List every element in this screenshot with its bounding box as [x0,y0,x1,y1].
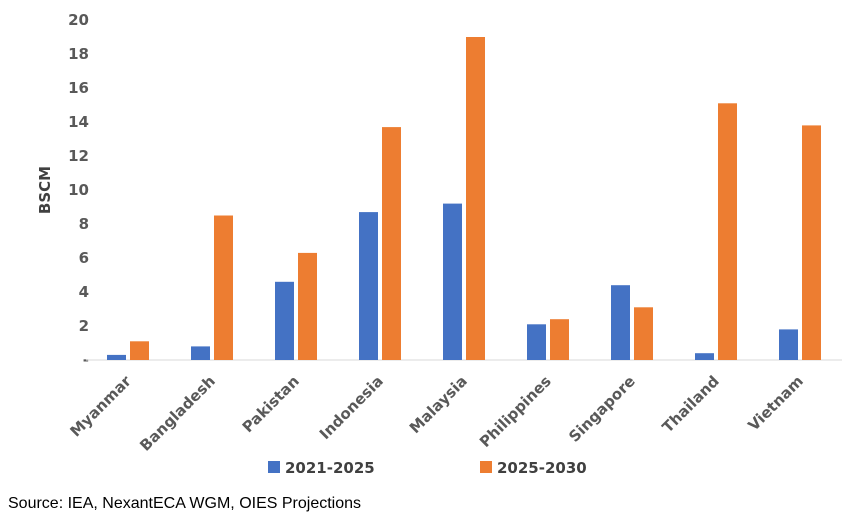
y-tick-label: 14 [68,113,89,131]
x-tick-label: Bangladesh [136,372,219,455]
legend-label: 2021-2025 [285,459,375,477]
bars [107,37,821,361]
bar-2025-2030-Vietnam [802,125,821,361]
legend: 2021-2025 2025-2030 [268,459,587,477]
y-axis-label: BSCM [36,166,54,214]
y-tick-label: 2 [79,317,89,335]
bar-2025-2030-Myanmar [130,341,149,360]
legend-swatch [480,461,492,473]
x-tick-label: Myanmar [66,372,135,441]
bar-2021-2025-Indonesia [359,212,378,360]
x-tick-label: Philippines [476,372,555,451]
legend-label: 2025-2030 [497,459,587,477]
y-axis-ticks: - 2 4 6 8 10 12 14 16 18 20 [68,11,89,369]
bar-2021-2025-Philippines [527,324,546,360]
bar-2021-2025-Vietnam [779,329,798,360]
bar-2025-2030-Pakistan [298,252,317,360]
y-tick-label: 18 [68,45,89,63]
x-tick-label: Singapore [565,372,639,446]
y-tick-label: 12 [68,147,89,165]
x-tick-label: Vietnam [744,372,806,434]
bar-2021-2025-Myanmar [107,354,126,360]
x-tick-label: Thailand [659,372,723,436]
bar-2021-2025-Malaysia [443,203,462,360]
x-tick-label: Indonesia [316,372,387,443]
y-tick-label: 4 [79,283,89,301]
bar-2025-2030-Singapore [634,307,653,360]
x-tick-label: Pakistan [239,372,303,436]
y-tick-label: - [83,351,89,369]
x-axis-categories: Myanmar Bangladesh Pakistan Indonesia Malays… [66,372,806,455]
y-tick-label: 6 [79,249,89,267]
y-tick-label: 8 [79,215,89,233]
bar-2025-2030-Bangladesh [214,215,233,360]
bar-2025-2030-Philippines [550,319,569,360]
y-tick-label: 16 [68,79,89,97]
bar-2021-2025-Bangladesh [191,346,210,360]
source-note: Source: IEA, NexantECA WGM, OIES Project… [8,495,362,512]
bar-2025-2030-Indonesia [382,127,401,360]
y-tick-label: 10 [68,181,89,199]
bar-2025-2030-Thailand [718,103,737,361]
legend-swatch [268,461,280,473]
x-tick-label: Malaysia [406,372,471,437]
bar-2021-2025-Singapore [611,285,630,360]
bar-2021-2025-Thailand [695,353,714,360]
bar-2021-2025-Pakistan [275,281,294,360]
bar-2025-2030-Malaysia [466,37,485,360]
y-tick-label: 20 [68,11,89,29]
